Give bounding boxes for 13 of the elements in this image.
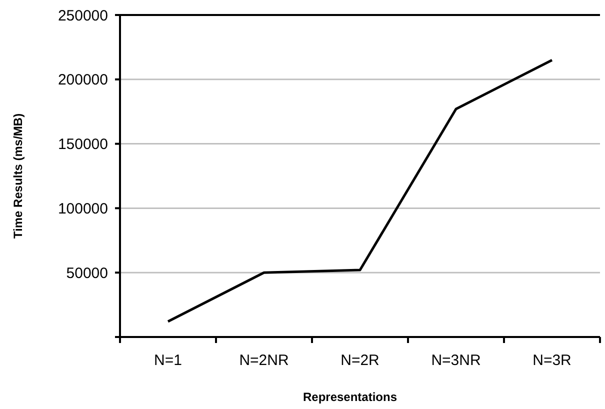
- x-tick-label: N=3R: [532, 352, 572, 369]
- x-tick-label: N=3NR: [431, 352, 481, 369]
- x-tick-label: N=2R: [340, 352, 380, 369]
- y-tick-label: 150000: [58, 136, 108, 154]
- x-tick-label: N=2NR: [239, 352, 289, 369]
- y-tick-label: 100000: [58, 200, 108, 218]
- y-axis-title: Time Results (ms/MB): [11, 113, 25, 239]
- y-tick-label: 50000: [66, 264, 108, 282]
- x-axis-title: Representations: [302, 390, 398, 404]
- y-tick-label: 250000: [58, 7, 108, 24]
- y-tick-label: 200000: [58, 72, 108, 89]
- line-series: [166, 58, 554, 323]
- x-tick-label: N=1: [154, 352, 182, 369]
